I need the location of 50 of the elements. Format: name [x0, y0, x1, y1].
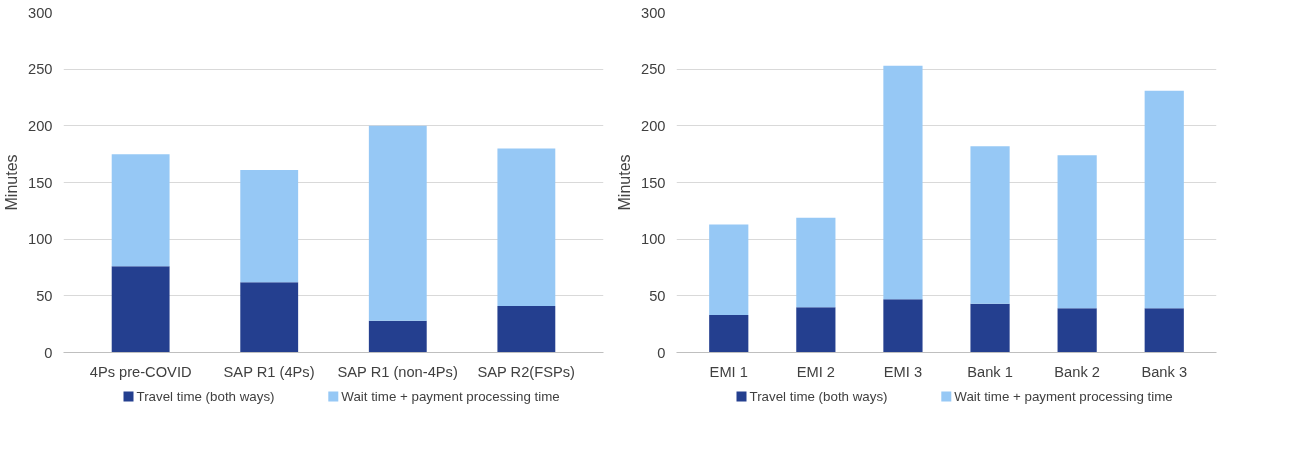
bar [240, 170, 299, 283]
y-tick-label: 200 [641, 117, 666, 134]
y-tick-label: 300 [641, 4, 666, 21]
bar [1144, 308, 1184, 353]
bar [709, 224, 749, 316]
y-tick-label: 150 [641, 174, 666, 191]
legend-label: Wait time + payment processing time [341, 389, 560, 404]
bar [368, 320, 427, 353]
bar [497, 148, 556, 307]
x-tick-label: EMI 2 [796, 363, 835, 380]
x-tick-label: SAP R2(FSPs) [477, 363, 575, 380]
bar [883, 65, 923, 300]
x-tick-label: SAP R1 (4Ps) [223, 363, 315, 380]
x-tick-label: 4Ps pre-COVID [89, 363, 192, 380]
bar [240, 282, 299, 353]
x-tick-label: EMI 3 [883, 363, 923, 380]
x-tick-label: Bank 1 [967, 363, 1013, 380]
x-tick-label: Bank 2 [1054, 363, 1100, 380]
y-tick-label: 100 [641, 231, 666, 248]
bar [883, 299, 923, 353]
y-tick-label: 150 [28, 174, 53, 191]
bar [970, 146, 1010, 304]
bar [796, 217, 836, 308]
y-tick-label: 0 [657, 344, 666, 361]
y-tick-label: 200 [28, 117, 53, 134]
x-tick-label: SAP R1 (non-4Ps) [337, 363, 458, 380]
bar [1057, 155, 1097, 309]
x-tick-label: Bank 3 [1141, 363, 1188, 380]
legend-label: Travel time (both ways) [136, 389, 275, 404]
bar [796, 307, 836, 353]
y-tick-label: 0 [44, 344, 53, 361]
y-tick-label: 50 [36, 287, 53, 304]
legend-label: Wait time + payment processing time [954, 389, 1173, 404]
y-tick-label: 250 [641, 61, 666, 78]
legend-label: Travel time (both ways) [749, 389, 888, 404]
y-tick-label: 300 [28, 4, 53, 21]
bar [1057, 308, 1097, 353]
bar [709, 315, 749, 353]
bar [368, 125, 427, 321]
y-tick-label: 250 [28, 61, 53, 78]
y-tick-label: 100 [28, 231, 53, 248]
bar [111, 154, 170, 267]
bar [111, 266, 170, 353]
bar [1144, 90, 1184, 309]
y-axis-title: Minutes [3, 154, 21, 211]
y-tick-label: 50 [649, 287, 666, 304]
bar [970, 303, 1010, 353]
x-tick-label: EMI 1 [709, 363, 748, 380]
y-axis-title: Minutes [616, 154, 634, 211]
bar [497, 306, 556, 353]
